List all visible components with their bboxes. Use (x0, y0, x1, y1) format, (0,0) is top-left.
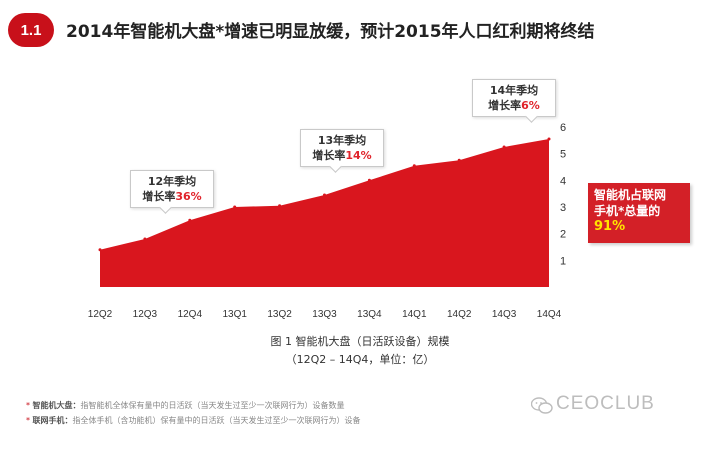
callout-2014-line1: 14年季均 (489, 84, 539, 97)
footnote-star: * (26, 416, 30, 425)
callout-2012-rate: 36% (175, 190, 202, 203)
header: 1.1 2014年智能机大盘*增速已明显放缓，预计2015年人口红利期将终结 (0, 0, 720, 62)
callout-2013-label: 增长率 (312, 149, 346, 162)
y-tick-label: 4 (560, 175, 566, 187)
callout-2014-label: 增长率 (488, 99, 522, 112)
callout-2014-rate: 6% (521, 99, 540, 112)
footnote-term: 智能机大盘： (32, 401, 81, 410)
x-tick-label: 12Q3 (133, 309, 158, 320)
watermark-text: CEOCLUB (556, 393, 655, 414)
x-tick-label: 13Q1 (222, 309, 247, 320)
callout-2012-label: 增长率 (142, 190, 176, 203)
footnote-connected-phones: * 联网手机：指全体手机（含功能机）保有量中的日活跃（当天发生过至少一次联网行为… (26, 413, 526, 428)
y-tick-label: 2 (560, 229, 566, 241)
share-value: 91% (594, 219, 626, 234)
x-tick-label: 14Q4 (537, 309, 562, 320)
data-point-13Q2 (278, 204, 282, 208)
data-point-13Q4 (367, 178, 371, 182)
share-line2: 手机*总量的 (594, 204, 661, 218)
x-tick-label: 14Q1 (402, 309, 427, 320)
page-title: 2014年智能机大盘*增速已明显放缓，预计2015年人口红利期将终结 (66, 22, 595, 42)
y-tick-label: 1 (560, 255, 566, 267)
x-tick-label: 12Q4 (178, 309, 203, 320)
footnote-term: 联网手机： (32, 416, 73, 425)
footnote-star: * (26, 401, 30, 410)
callout-2013-line1: 13年季均 (317, 134, 367, 147)
area-series (100, 139, 549, 287)
callout-2012-line1: 12年季均 (147, 175, 197, 188)
x-tick-label: 14Q3 (492, 309, 517, 320)
data-point-12Q2 (98, 248, 102, 252)
data-point-12Q4 (188, 218, 192, 222)
chart-subtitle: （12Q2 – 14Q4，单位：亿） (285, 353, 435, 366)
data-point-12Q3 (143, 237, 147, 241)
x-tick-label: 12Q2 (88, 309, 113, 320)
x-tick-label: 14Q2 (447, 309, 472, 320)
data-point-13Q1 (233, 205, 237, 209)
callout-2013-rate: 14% (345, 149, 372, 162)
wechat-icon (531, 397, 553, 414)
data-point-13Q3 (323, 193, 326, 197)
y-tick-label: 5 (560, 149, 566, 161)
x-tick-label: 13Q4 (357, 309, 382, 320)
callout-2012-growth: 12年季均 增长率36% (130, 170, 214, 208)
data-point-14Q2 (457, 158, 461, 162)
smartphone-share-box: 智能机占联网 手机*总量的 91% (588, 183, 690, 243)
callout-2014-growth: 14年季均 增长率6% (472, 79, 556, 117)
y-tick-label: 3 (560, 202, 566, 214)
x-tick-label: 13Q3 (312, 309, 337, 320)
data-point-14Q1 (412, 164, 416, 168)
area-chart: 1 2 3 4 5 6 12Q2 12Q3 12Q4 13Q1 13Q2 13Q3 13Q4 14Q1 1… (88, 122, 566, 320)
callout-2013-growth: 13年季均 增长率14% (300, 129, 384, 167)
data-point-14Q3 (502, 145, 506, 149)
footnote-smartphone-market: * 智能机大盘：指智能机全体保有量中的日活跃（当天发生过至少一次联网行为）设备数… (26, 398, 526, 413)
chart-title: 图 1 智能机大盘（日活跃设备）规模 (270, 335, 450, 348)
x-tick-label: 13Q2 (267, 309, 292, 320)
data-point-14Q4 (547, 137, 551, 141)
share-line1: 智能机占联网 (594, 188, 667, 202)
section-number-badge: 1.1 (8, 13, 54, 47)
footnotes: * 智能机大盘：指智能机全体保有量中的日活跃（当天发生过至少一次联网行为）设备数… (26, 398, 526, 428)
y-tick-label: 6 (560, 122, 566, 134)
footnote-text: 指全体手机（含功能机）保有量中的日活跃（当天发生过至少一次联网行为）设备 (72, 416, 361, 425)
footnote-text: 指智能机全体保有量中的日活跃（当天发生过至少一次联网行为）设备数量 (80, 401, 345, 410)
